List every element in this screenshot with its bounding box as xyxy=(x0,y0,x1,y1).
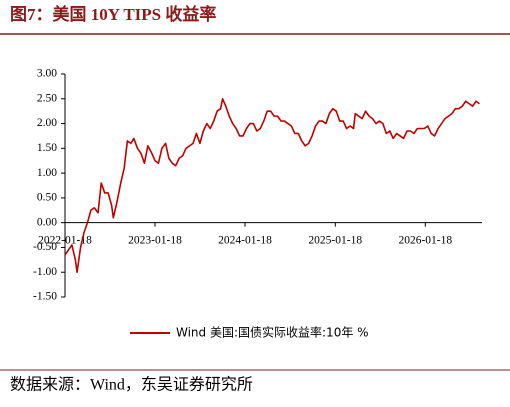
x-tick-label: 2022-01-18 xyxy=(38,234,92,246)
x-tick-label: 2024-01-18 xyxy=(218,234,272,246)
y-tick-label: 1.50 xyxy=(37,142,57,154)
y-tick-label: 2.00 xyxy=(37,117,57,129)
x-tick-label: 2025-01-18 xyxy=(308,234,362,246)
chart-title: 图7：美国 10Y TIPS 收益率 xyxy=(10,4,216,24)
data-line xyxy=(64,97,480,274)
y-tick-label: 1.00 xyxy=(37,167,57,179)
y-tick-label: 2.50 xyxy=(37,92,57,104)
legend-label: Wind 美国:国债实际收益率:10年 % xyxy=(176,325,369,340)
y-tick-label: -1.50 xyxy=(33,291,57,303)
y-tick-label: -0.50 xyxy=(33,241,57,253)
x-tick-label: 2026-01-18 xyxy=(398,234,452,246)
y-tick-label: 3.00 xyxy=(37,68,57,80)
y-tick-label: -1.00 xyxy=(33,266,57,278)
source: 数据来源：Wind，东吴证券研究所 xyxy=(10,376,253,394)
y-tick-label: 0.00 xyxy=(37,216,57,228)
x-tick-label: 2023-01-18 xyxy=(128,234,182,246)
y-tick-label: 0.50 xyxy=(37,192,57,204)
